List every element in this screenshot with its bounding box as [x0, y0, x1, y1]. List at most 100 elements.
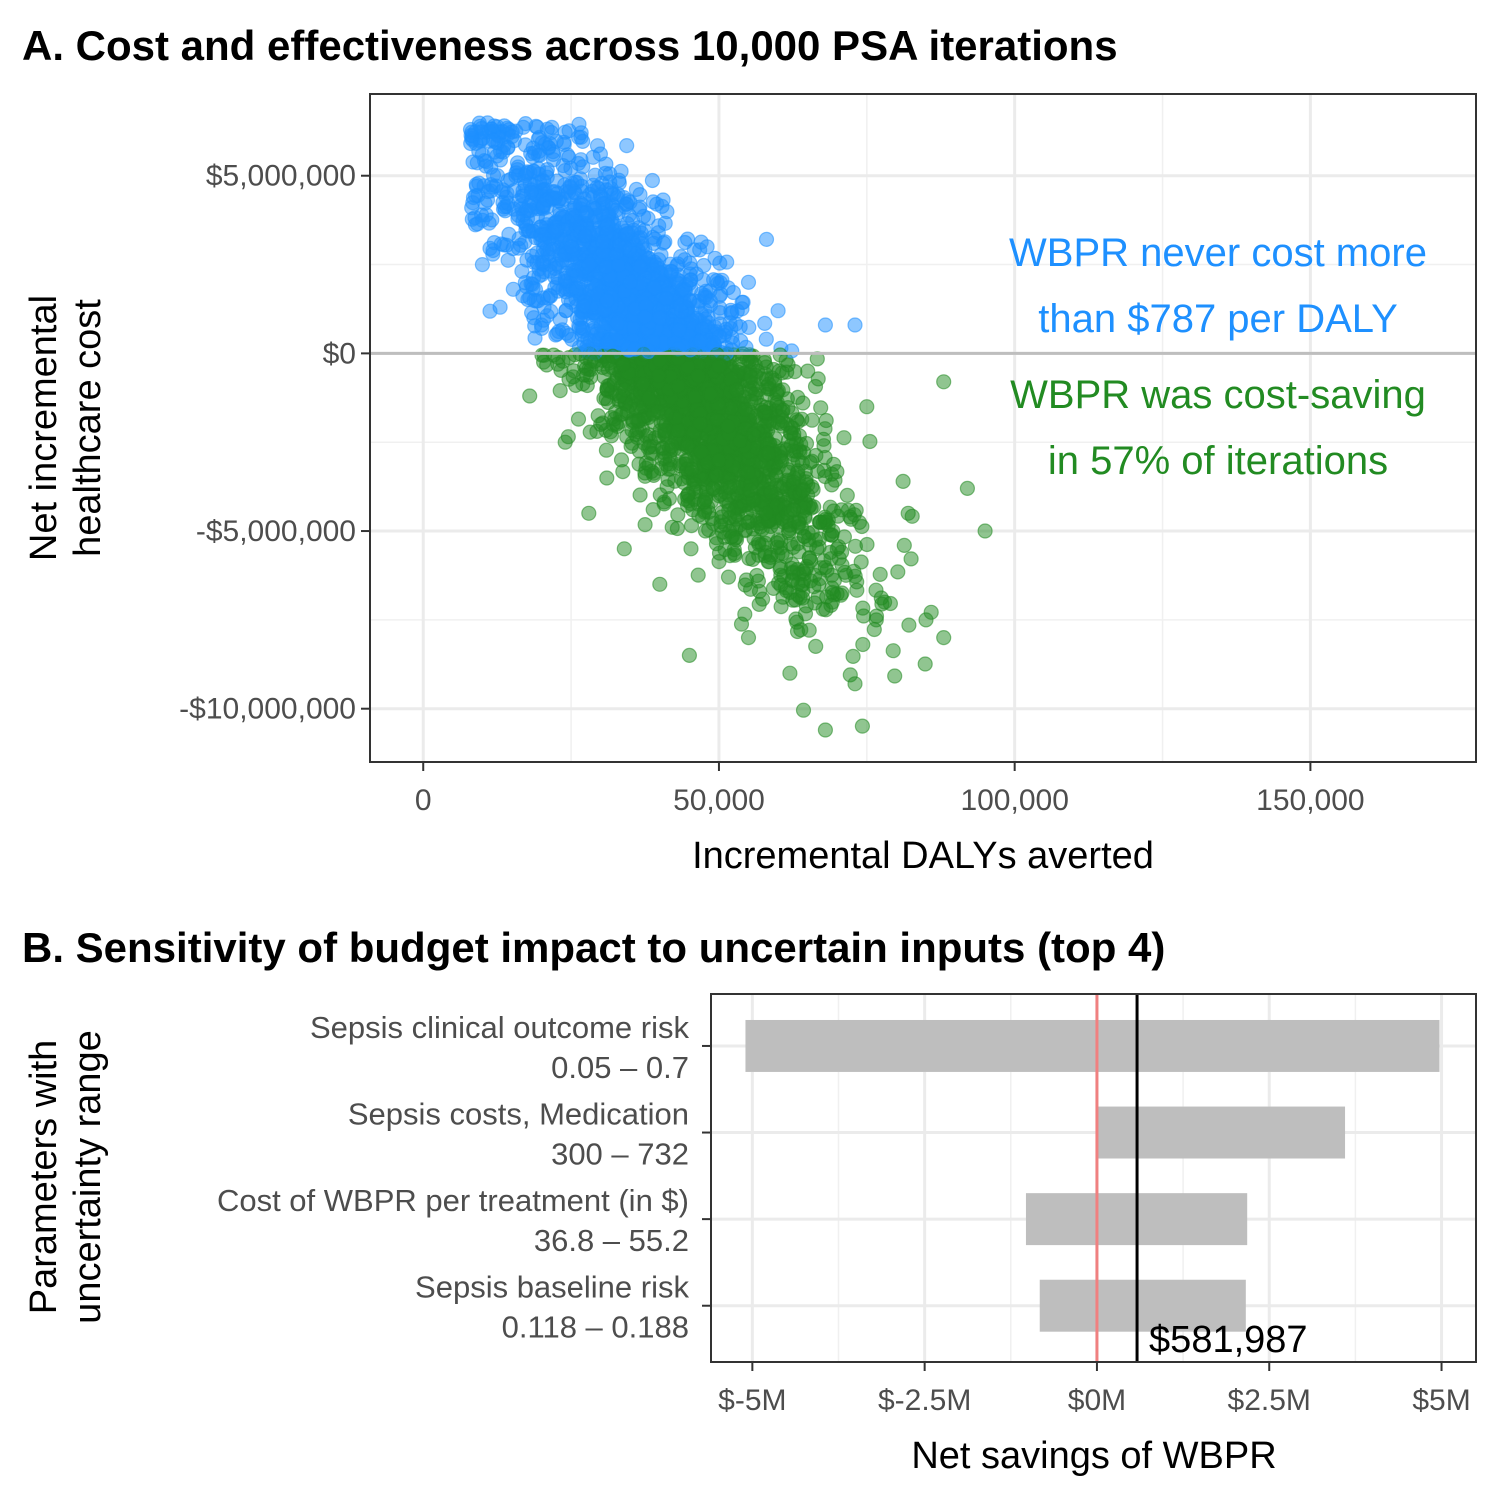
- scatter-point: [539, 162, 555, 178]
- scatter-point: [663, 264, 680, 280]
- scatter-point: [768, 468, 784, 484]
- panel-b-base-label: $581,987: [1149, 1319, 1308, 1361]
- scatter-point: [845, 648, 861, 665]
- scatter-point: [670, 378, 686, 394]
- scatter-point: [712, 300, 728, 316]
- scatter-point: [710, 276, 726, 292]
- scatter-point: [474, 257, 490, 273]
- scatter-point: [737, 401, 753, 417]
- scatter-point: [903, 551, 919, 567]
- scatter-point: [721, 502, 737, 519]
- scatter-point: [640, 440, 656, 456]
- scatter-point: [826, 572, 843, 589]
- scatter-point: [523, 184, 539, 200]
- scatter-point: [613, 452, 630, 468]
- scatter-point: [817, 421, 833, 437]
- scatter-point: [534, 347, 550, 363]
- scatter-point: [599, 381, 615, 397]
- scatter-point: [813, 400, 829, 416]
- scatter-point: [640, 210, 656, 226]
- scatter-point: [619, 138, 635, 154]
- panel-b-x-axis: $-5M $-2.5M $0M $2.5M $5M: [718, 1362, 1471, 1417]
- scatter-point: [511, 231, 527, 247]
- scatter-point: [641, 343, 657, 359]
- scatter-point: [624, 422, 640, 438]
- scatter-point: [669, 520, 686, 537]
- panel-a-x-tick-label: 150,000: [1256, 784, 1364, 817]
- scatter-point: [901, 617, 917, 633]
- scatter-point: [811, 577, 827, 593]
- scatter-point: [681, 647, 698, 664]
- scatter-point: [479, 192, 496, 208]
- scatter-point: [745, 551, 761, 568]
- panel-a-y-axis-title: Net incremental healthcare cost: [23, 295, 109, 561]
- scatter-point: [577, 205, 594, 221]
- tornado-bar: [745, 1019, 1440, 1072]
- scatter-point: [656, 496, 672, 512]
- scatter-point: [836, 430, 852, 446]
- scatter-point: [699, 239, 715, 255]
- scatter-point: [657, 215, 673, 231]
- scatter-point: [876, 594, 893, 610]
- scatter-point: [560, 292, 577, 308]
- scatter-point: [782, 665, 798, 681]
- panel-b-title: B. Sensitivity of budget impact to uncer…: [22, 924, 1165, 971]
- scatter-point: [887, 668, 903, 684]
- scatter-point: [462, 121, 479, 138]
- panel-b-x-axis-title: Net savings of WBPR: [911, 1435, 1276, 1477]
- scatter-point: [708, 468, 725, 484]
- scatter-point: [866, 621, 882, 638]
- scatter-point: [632, 487, 648, 503]
- scatter-point: [569, 310, 586, 326]
- scatter-point: [650, 403, 666, 420]
- scatter-point: [766, 361, 782, 378]
- scatter-point: [635, 376, 651, 392]
- scatter-point: [896, 537, 912, 554]
- scatter-point: [556, 134, 572, 150]
- scatter-point: [500, 195, 516, 211]
- scatter-point: [478, 207, 494, 223]
- scatter-point: [559, 147, 576, 163]
- scatter-point: [774, 453, 790, 469]
- scatter-point: [652, 576, 668, 592]
- panel-b-x-tick-label: $-2.5M: [878, 1384, 971, 1417]
- panel-a-title: A. Cost and effectiveness across 10,000 …: [22, 22, 1118, 69]
- scatter-point: [847, 676, 863, 692]
- scatter-point: [576, 335, 592, 351]
- scatter-point: [645, 194, 661, 210]
- panel-a-y-axis-title-line1: Net incremental: [23, 295, 65, 561]
- scatter-point: [862, 433, 878, 450]
- scatter-point: [622, 274, 638, 290]
- panel-a-annotation-line: than $787 per DALY: [1038, 297, 1398, 341]
- scatter-point: [770, 575, 787, 591]
- tornado-bar: [1096, 1106, 1346, 1159]
- panel-b-x-tick-label: $5M: [1412, 1384, 1470, 1417]
- scatter-point: [687, 476, 703, 492]
- scatter-point: [740, 274, 757, 290]
- scatter-point: [775, 402, 791, 418]
- scatter-point: [758, 231, 775, 247]
- scatter-point: [812, 514, 828, 530]
- scatter-point: [533, 227, 550, 243]
- scatter-point: [829, 541, 845, 557]
- scatter-point: [649, 257, 665, 273]
- scatter-point: [504, 129, 520, 145]
- scatter-point: [977, 523, 993, 539]
- scatter-point: [817, 449, 833, 466]
- panel-a-x-tick-label: 50,000: [673, 784, 765, 817]
- panel-a-x-tick-label: 0: [415, 784, 432, 817]
- tornado-bar: [1039, 1279, 1246, 1332]
- scatter-point: [900, 505, 916, 521]
- scatter-point: [728, 382, 744, 398]
- scatter-point: [791, 544, 807, 560]
- scatter-point: [509, 155, 526, 171]
- scatter-point: [795, 482, 811, 499]
- panel-b-y-axis-title: Parameters with uncertainty range: [23, 1030, 109, 1324]
- scatter-point: [581, 505, 597, 521]
- scatter-point: [681, 292, 698, 308]
- scatter-point: [859, 399, 875, 415]
- scatter-point: [593, 189, 609, 205]
- panel-b-frame: [710, 993, 1477, 1363]
- scatter-point: [503, 171, 519, 187]
